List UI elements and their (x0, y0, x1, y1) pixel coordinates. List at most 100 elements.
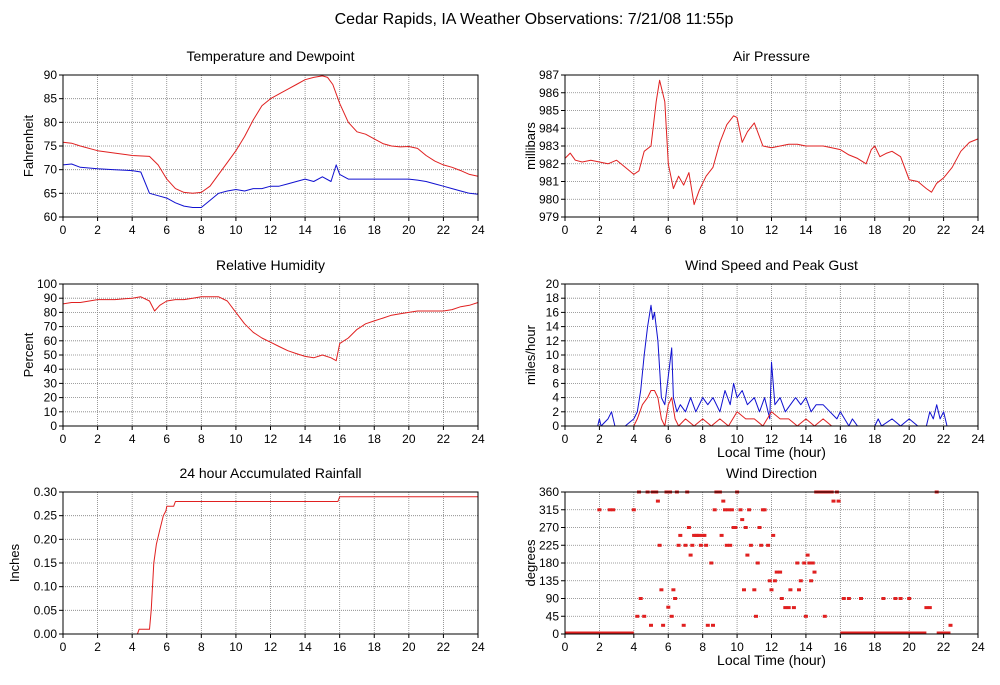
x-tick-label: 20 (402, 640, 416, 654)
chart-rain: 0 2 4 6 8 10 12 14 16 18 20 22 240.000.050.100.150.2… (7, 465, 485, 654)
y-tick-label: 360 (539, 485, 559, 499)
page-title: Cedar Rapids, IA Weather Observations: 7… (335, 11, 734, 28)
y-tick-label: 987 (539, 68, 559, 82)
x-tick-label: 8 (699, 223, 706, 237)
y-tick-label: 50 (44, 348, 58, 362)
direction-point (807, 561, 812, 565)
direction-point (597, 508, 602, 512)
x-tick-label: 2 (596, 223, 603, 237)
y-tick-label: 18 (546, 291, 560, 305)
x-tick-label: 0 (562, 640, 569, 654)
x-tick-label: 10 (730, 640, 744, 654)
x-tick-label: 20 (402, 223, 416, 237)
x-tick-label: 22 (937, 223, 951, 237)
x-tick-label: 18 (368, 432, 382, 446)
direction-point (635, 614, 640, 618)
x-tick-label: 2 (94, 223, 101, 237)
chart-title: Wind Direction (726, 465, 817, 481)
direction-point (772, 579, 777, 583)
direction-point (721, 499, 726, 503)
direction-point (642, 614, 647, 618)
series-line-0 (62, 296, 479, 362)
direction-point (686, 526, 691, 529)
y-tick-label: 60 (44, 334, 58, 348)
direction-point (690, 543, 695, 547)
direction-point (927, 606, 932, 610)
series-line-0 (62, 75, 479, 194)
direction-point (726, 508, 731, 512)
y-tick-label: 16 (546, 305, 560, 319)
x-tick-label: 24 (471, 640, 485, 654)
y-tick-label: 30 (44, 376, 58, 390)
x-tick-label: 20 (902, 223, 916, 237)
x-tick-label: 18 (868, 432, 882, 446)
direction-point (611, 508, 616, 512)
y-tick-label: 0.30 (34, 485, 58, 499)
x-tick-label: 24 (971, 223, 985, 237)
y-tick-label: 10 (44, 405, 58, 419)
chart-title: 24 hour Accumulated Rainfall (179, 465, 361, 481)
x-tick-label: 4 (630, 223, 637, 237)
y-tick-label: 225 (539, 538, 559, 552)
y-tick-label: 100 (37, 277, 57, 291)
y-tick-label: 986 (539, 86, 559, 100)
y-tick-label: 983 (539, 139, 559, 153)
direction-point (743, 526, 748, 529)
direction-point (724, 543, 729, 547)
direction-point (638, 597, 643, 600)
direction-point (898, 597, 903, 600)
direction-point (881, 597, 886, 600)
y-axis-label: millibars (523, 122, 538, 170)
x-tick-label: 24 (971, 640, 985, 654)
y-tick-label: 12 (546, 334, 560, 348)
x-tick-label: 4 (129, 432, 136, 446)
y-tick-label: 984 (539, 121, 559, 135)
direction-point (678, 533, 683, 537)
direction-point (755, 561, 760, 565)
y-tick-label: 90 (546, 592, 560, 606)
y-tick-label: 315 (539, 503, 559, 517)
x-tick-label: 12 (264, 223, 278, 237)
direction-point (752, 588, 757, 592)
direction-point (748, 543, 753, 547)
x-tick-label: 0 (60, 223, 67, 237)
y-tick-label: 20 (546, 277, 560, 291)
direction-point (738, 508, 743, 512)
y-tick-label: 8 (552, 362, 559, 376)
x-tick-label: 6 (665, 640, 672, 654)
direction-point (769, 588, 774, 592)
direction-point (859, 597, 863, 600)
direction-point (812, 570, 817, 574)
x-tick-label: 6 (163, 432, 170, 446)
x-tick-label: 18 (868, 223, 882, 237)
direction-point (771, 533, 776, 537)
y-axis-label: degrees (523, 539, 538, 586)
y-tick-label: 0 (50, 419, 57, 433)
direction-point (697, 533, 702, 537)
direction-point (649, 623, 653, 627)
direction-point (742, 588, 746, 592)
direction-point (802, 561, 807, 565)
direction-point (948, 623, 953, 627)
x-axis-label: Local Time (hour) (717, 652, 826, 668)
x-tick-label: 2 (596, 640, 603, 654)
direction-point (661, 623, 666, 627)
chart-rh: 0 2 4 6 8 10 12 14 16 18 20 22 240102030405060708090… (21, 257, 485, 446)
x-tick-label: 14 (298, 223, 312, 237)
x-tick-label: 8 (699, 432, 706, 446)
x-tick-label: 24 (471, 223, 485, 237)
x-tick-label: 10 (730, 432, 744, 446)
y-tick-label: 0.25 (34, 509, 58, 523)
direction-point (779, 597, 784, 600)
direction-point (709, 561, 714, 565)
x-tick-label: 18 (868, 640, 882, 654)
series-line-1 (62, 163, 479, 208)
y-tick-label: 70 (44, 320, 58, 334)
y-tick-label: 60 (44, 210, 58, 224)
y-tick-label: 2 (552, 405, 559, 419)
x-tick-label: 12 (264, 432, 278, 446)
x-tick-label: 6 (665, 223, 672, 237)
x-tick-label: 22 (937, 640, 951, 654)
x-tick-label: 20 (402, 432, 416, 446)
direction-point (924, 606, 929, 610)
